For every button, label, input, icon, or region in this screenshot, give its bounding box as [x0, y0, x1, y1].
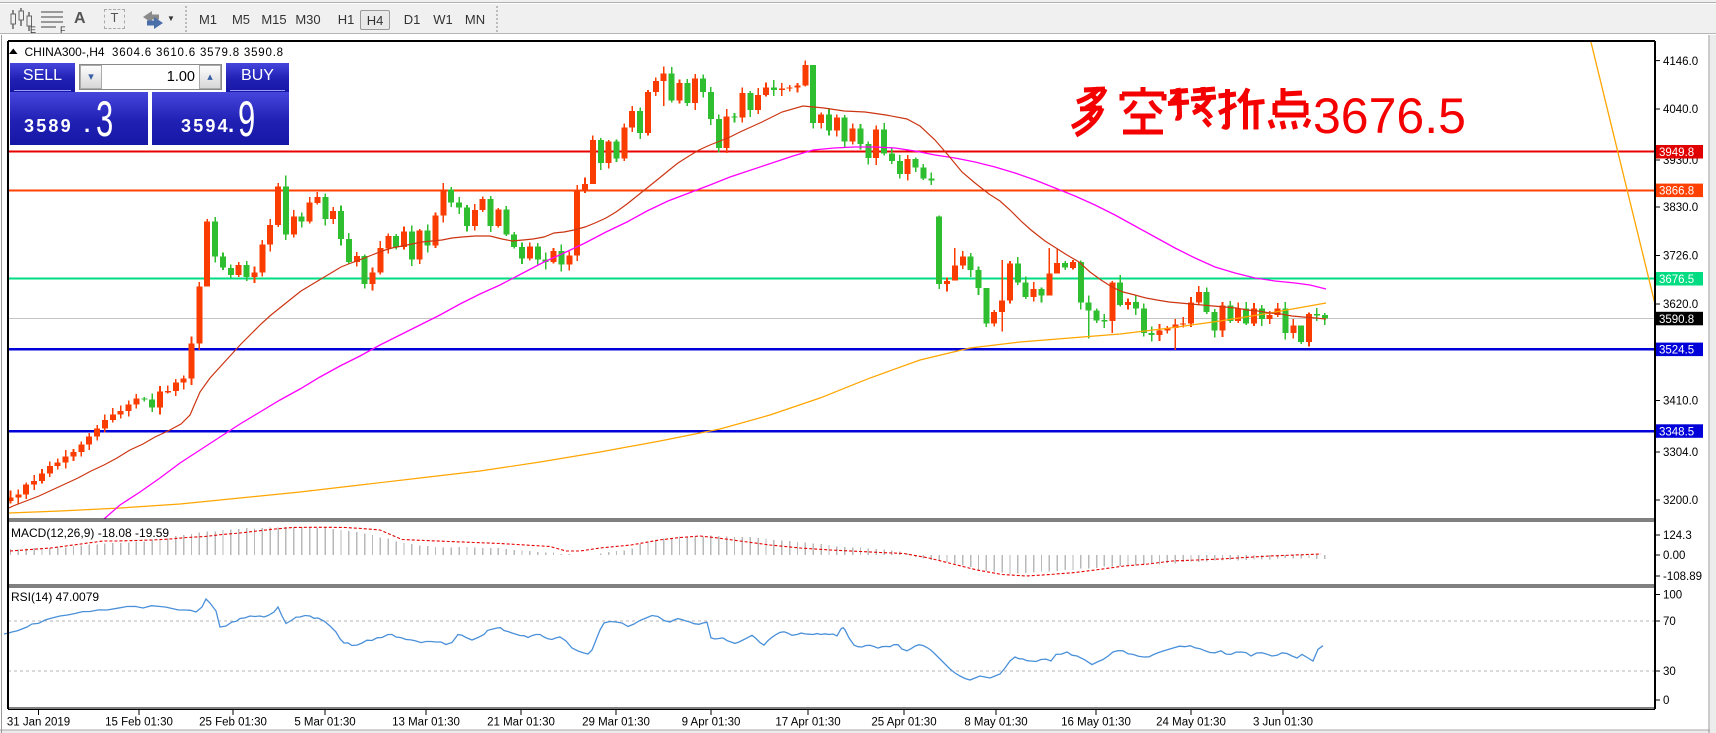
svg-text:CHINA300-,H4: CHINA300-,H4 [25, 45, 105, 59]
svg-text:21 Mar 01:30: 21 Mar 01:30 [487, 717, 555, 729]
svg-text:70: 70 [1663, 616, 1676, 628]
svg-text:3200.0: 3200.0 [1663, 495, 1698, 507]
svg-text:15 Feb 01:30: 15 Feb 01:30 [105, 717, 173, 729]
svg-text:3620.0: 3620.0 [1663, 299, 1698, 311]
svg-text:9 Apr 01:30: 9 Apr 01:30 [682, 717, 741, 729]
svg-text:0: 0 [1663, 695, 1669, 707]
svg-text:3524.5: 3524.5 [1659, 345, 1694, 357]
svg-text:25 Feb 01:30: 25 Feb 01:30 [199, 717, 267, 729]
svg-text:3304.0: 3304.0 [1663, 447, 1698, 459]
svg-text:17 Apr 01:30: 17 Apr 01:30 [775, 717, 840, 729]
svg-text:16 May 01:30: 16 May 01:30 [1061, 717, 1131, 729]
svg-text:E: E [30, 25, 36, 33]
svg-text:29 Mar 01:30: 29 Mar 01:30 [582, 717, 650, 729]
svg-text:25 Apr 01:30: 25 Apr 01:30 [871, 717, 936, 729]
svg-text:8 May 01:30: 8 May 01:30 [964, 717, 1027, 729]
svg-text:3348.5: 3348.5 [1659, 426, 1694, 438]
svg-text:5 Mar 01:30: 5 Mar 01:30 [294, 717, 355, 729]
svg-text:-108.89: -108.89 [1663, 571, 1702, 583]
svg-text:124.3: 124.3 [1663, 530, 1692, 542]
svg-text:3949.8: 3949.8 [1659, 147, 1694, 159]
svg-text:3676.5: 3676.5 [1659, 274, 1694, 286]
svg-text:F: F [60, 25, 66, 33]
svg-text:4146.0: 4146.0 [1663, 56, 1698, 68]
svg-text:31 Jan 2019: 31 Jan 2019 [7, 717, 70, 729]
svg-text:4040.0: 4040.0 [1663, 104, 1698, 116]
svg-text:RSI(14) 47.0079: RSI(14) 47.0079 [11, 590, 99, 604]
svg-text:3726.0: 3726.0 [1663, 251, 1698, 263]
svg-text:13 Mar 01:30: 13 Mar 01:30 [392, 717, 460, 729]
svg-text:3866.8: 3866.8 [1659, 186, 1694, 198]
svg-text:3590.8: 3590.8 [1659, 314, 1694, 326]
svg-text:3676.5: 3676.5 [1313, 88, 1466, 144]
svg-text:24 May 01:30: 24 May 01:30 [1156, 717, 1226, 729]
svg-text:MACD(12,26,9) -18.08 -19.59: MACD(12,26,9) -18.08 -19.59 [11, 526, 169, 540]
svg-text:3 Jun 01:30: 3 Jun 01:30 [1253, 717, 1313, 729]
svg-text:100: 100 [1663, 590, 1682, 602]
svg-text:30: 30 [1663, 666, 1676, 678]
svg-text:3410.0: 3410.0 [1663, 396, 1698, 408]
svg-text:3830.0: 3830.0 [1663, 202, 1698, 214]
svg-text:0.00: 0.00 [1663, 550, 1685, 562]
svg-text:3604.6 3610.6 3579.8 3590.8: 3604.6 3610.6 3579.8 3590.8 [112, 47, 284, 59]
